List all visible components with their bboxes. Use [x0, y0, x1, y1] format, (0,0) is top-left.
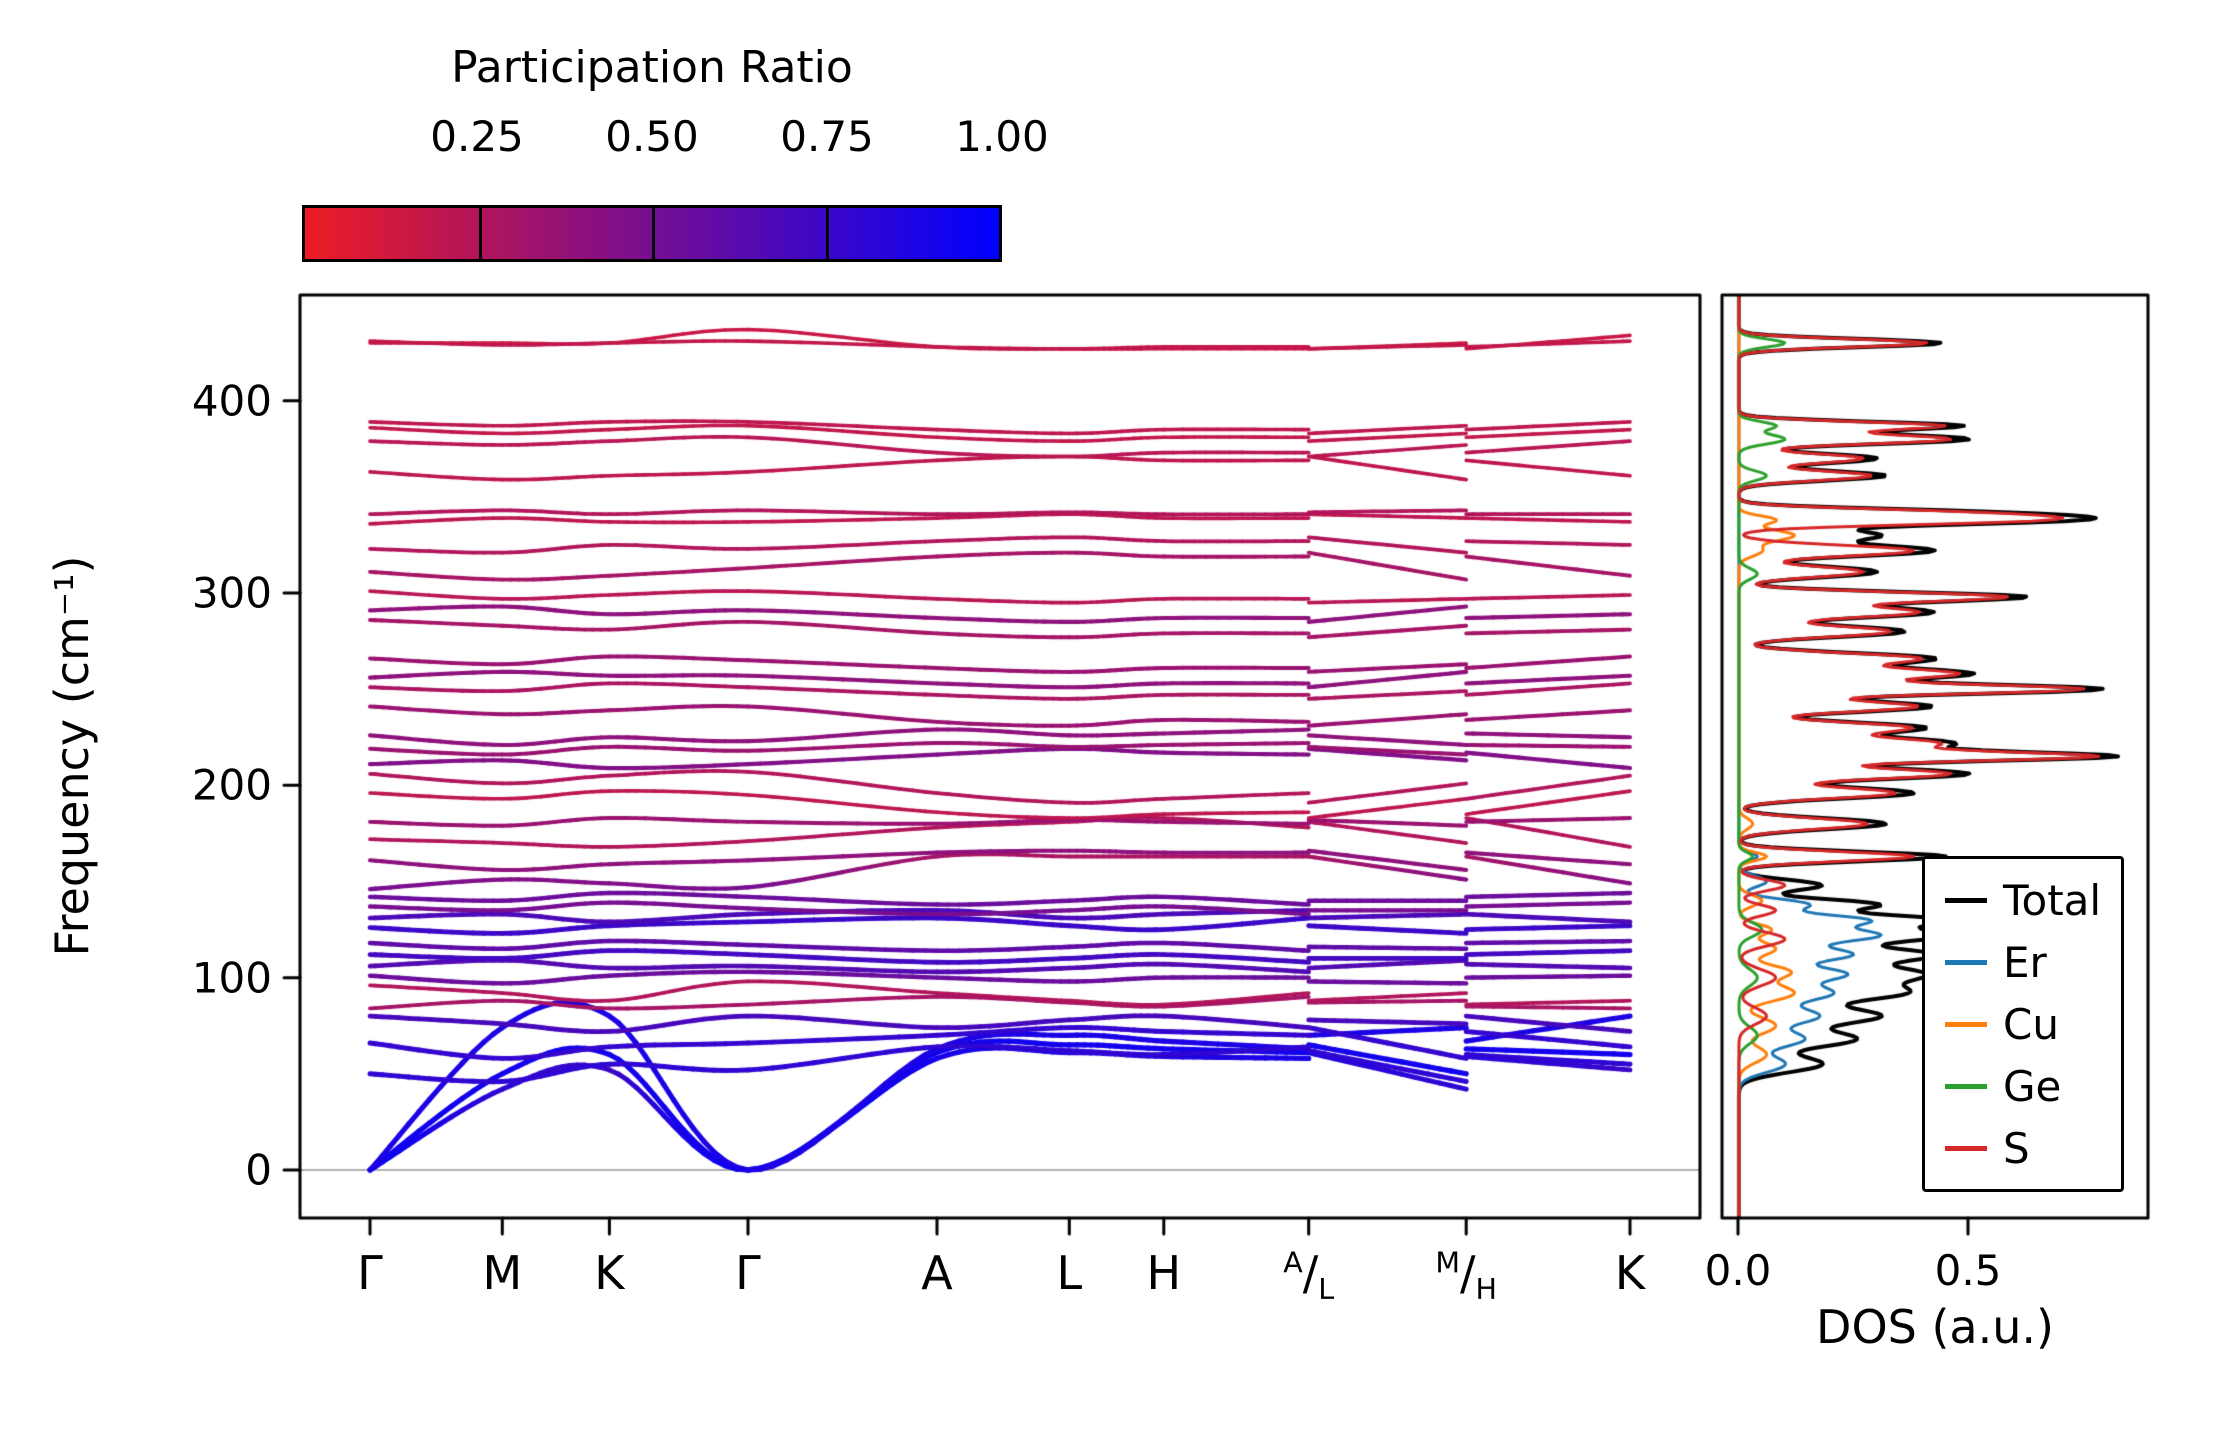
colorbar-tick-mark: [652, 208, 655, 259]
colorbar-tick-mark: [478, 208, 482, 259]
k-point-tick-label: M: [482, 1246, 523, 1300]
legend-label: Er: [2003, 937, 2047, 987]
legend-item-cu: Cu: [1945, 997, 2101, 1051]
legend-line-sample: [1945, 1083, 1987, 1089]
k-point-tick-label: A/L: [1283, 1246, 1335, 1307]
k-point-tick-label: L: [1056, 1246, 1083, 1300]
legend-label: Ge: [2003, 1061, 2062, 1111]
y-tick-label: 400: [191, 376, 272, 426]
legend-label: Cu: [2003, 999, 2059, 1049]
legend-item-er: Er: [1945, 935, 2101, 989]
y-tick-label: 100: [191, 953, 272, 1003]
legend-line-sample: [1945, 1145, 1987, 1151]
colorbar-tick-label: 0.75: [780, 112, 874, 161]
k-point-tick-label: H: [1146, 1246, 1182, 1300]
k-point-tick-label: Γ: [735, 1246, 761, 1300]
y-tick-label: 300: [191, 568, 272, 618]
legend-line-sample: [1945, 897, 1987, 903]
legend-item-ge: Ge: [1945, 1059, 2101, 1113]
k-point-tick-label: M/H: [1435, 1246, 1497, 1307]
legend-item-total: Total: [1945, 873, 2101, 927]
legend-line-sample: [1945, 1021, 1987, 1027]
colorbar-title: Participation Ratio: [451, 42, 853, 93]
dos-x-axis-label: DOS (a.u.): [1816, 1300, 2054, 1354]
legend-label: S: [2003, 1123, 2030, 1173]
legend-item-s: S: [1945, 1121, 2101, 1175]
legend-line-sample: [1945, 959, 1987, 965]
y-axis-label: Frequency (cm⁻¹): [45, 555, 99, 957]
legend-label: Total: [2003, 875, 2102, 925]
y-tick-label: 0: [245, 1145, 272, 1195]
y-tick-label: 200: [191, 760, 272, 810]
colorbar-tick-label: 0.25: [430, 112, 524, 161]
k-point-tick-label: K: [594, 1246, 625, 1300]
participation-ratio-colorbar: [302, 205, 1002, 262]
dos-legend: Total Er Cu Ge S: [1922, 856, 2125, 1192]
colorbar-tick-label: 0.50: [605, 112, 699, 161]
colorbar-tick-label: 1.00: [955, 112, 1049, 161]
k-point-tick-label: Γ: [357, 1246, 383, 1300]
k-point-tick-label: K: [1614, 1246, 1646, 1300]
k-point-tick-label: A: [921, 1246, 953, 1300]
colorbar-tick-mark: [825, 208, 829, 259]
dos-tick-label: 0.5: [1934, 1246, 2002, 1295]
dos-tick-label: 0.0: [1704, 1246, 1772, 1295]
